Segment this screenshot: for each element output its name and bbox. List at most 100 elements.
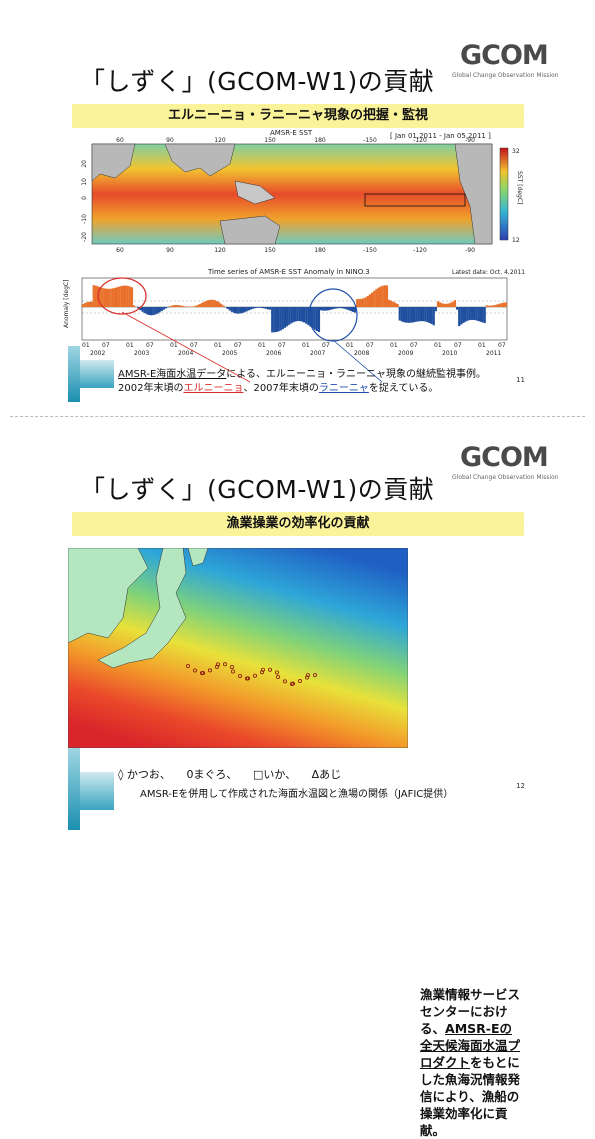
- anomaly-bar: [366, 295, 369, 307]
- land-africa: [91, 143, 136, 182]
- anomaly-bar: [430, 307, 433, 325]
- year-tick: 2009: [398, 350, 413, 357]
- anomaly-bar: [456, 307, 459, 310]
- anomaly-bar: [330, 307, 333, 310]
- gcom-logo: GCOM Global Change Observation Mission: [440, 40, 559, 80]
- anomaly-bar: [381, 285, 384, 307]
- anomaly-bar: [124, 285, 127, 307]
- el-nino-highlight: [97, 277, 147, 315]
- land-hokkaido: [187, 548, 209, 567]
- anomaly-bar: [358, 299, 361, 307]
- anomaly-bar: [111, 288, 114, 307]
- fishery-description: 漁業情報サービスセンターにおける、AMSR-Eの全天候海面水温プロダクトをもとに…: [420, 986, 520, 1139]
- month-tick: 07: [102, 342, 110, 349]
- logo-text: GCOM: [460, 40, 549, 71]
- anomaly-bar: [360, 298, 363, 307]
- accent-bar: [68, 346, 80, 402]
- caption-line-2: 2002年末頃のエルニーニョ、2007年末頃のラニーニャを捉えている。: [118, 382, 486, 396]
- anomaly-bar: [262, 307, 265, 309]
- year-tick: 2011: [486, 350, 501, 357]
- month-tick: 07: [190, 342, 198, 349]
- anomaly-bar: [351, 307, 355, 312]
- fishing-ground-marker: [245, 676, 250, 681]
- anomaly-bar: [453, 300, 457, 307]
- colorbar: [499, 147, 509, 241]
- lon-tick-top: 180: [314, 137, 326, 144]
- legend-tuna: 0まぐろ、: [186, 768, 238, 781]
- fishing-ground-marker: [274, 670, 279, 675]
- colorbar-label: SST [degC]: [516, 171, 523, 204]
- anomaly-bar: [128, 286, 131, 307]
- anomaly-bar: [241, 307, 244, 314]
- anomaly-bar: [277, 307, 280, 332]
- lat-tick: 0: [81, 196, 88, 200]
- fishing-ground-marker: [215, 662, 220, 667]
- anomaly-bar: [485, 305, 488, 307]
- anomaly-bar: [349, 307, 352, 312]
- anomaly-bar: [439, 302, 442, 307]
- anomaly-bar: [383, 285, 386, 307]
- month-tick: 01: [82, 342, 90, 349]
- lon-tick-bottom: 60: [116, 247, 124, 254]
- anomaly-bar: [441, 303, 444, 307]
- fishing-ground-marker: [290, 681, 295, 686]
- caption-line-2-c: を捉えている。: [368, 383, 439, 394]
- anomaly-bar: [402, 307, 406, 323]
- anomaly-bar: [162, 307, 165, 310]
- anomaly-bar: [341, 307, 344, 309]
- anomaly-bar: [205, 300, 208, 307]
- anomaly-bar: [86, 302, 89, 307]
- anomaly-bar: [232, 307, 236, 313]
- anomaly-bar: [107, 288, 110, 307]
- anomaly-bar: [371, 292, 374, 307]
- anomaly-bar: [143, 307, 146, 314]
- sst-map: AMSR-E SST [ Jan 01,2011 - Jan 05,2011 ]…: [81, 129, 523, 254]
- anomaly-bar: [90, 301, 93, 307]
- la-nina-callout: [332, 339, 383, 383]
- fishing-ground-marker: [312, 673, 317, 678]
- anomaly-bar: [152, 307, 155, 316]
- anomaly-bar: [328, 307, 331, 311]
- anomaly-bar: [390, 300, 393, 307]
- fishing-ground-marker: [297, 679, 302, 684]
- anomaly-bar: [322, 307, 325, 311]
- anomaly-bar: [434, 307, 437, 312]
- anomaly-bar: [413, 307, 416, 323]
- anomaly-bar: [230, 307, 233, 312]
- anomaly-bar: [103, 288, 106, 307]
- anomaly-bar: [239, 307, 242, 314]
- lon-tick-top: 150: [264, 137, 276, 144]
- anomaly-bar: [158, 307, 161, 313]
- anomaly-bar: [496, 304, 499, 307]
- anomaly-bar: [135, 306, 138, 307]
- anomaly-bar: [337, 307, 340, 309]
- anomaly-bar: [177, 305, 180, 307]
- anomaly-bar: [194, 305, 197, 307]
- month-tick: 07: [498, 342, 506, 349]
- anomaly-bar: [424, 307, 427, 322]
- year-tick: 2008: [354, 350, 369, 357]
- anomaly-bar: [345, 307, 348, 310]
- fishing-ground-marker: [222, 662, 227, 667]
- anomaly-bar: [377, 287, 380, 307]
- anomaly-bar: [113, 287, 117, 307]
- nino3-box: [364, 193, 466, 207]
- month-tick: 07: [322, 342, 330, 349]
- anomaly-bar: [326, 307, 329, 311]
- anomaly-bar: [122, 285, 125, 307]
- fishing-ground-marker: [229, 665, 234, 670]
- month-tick: 01: [126, 342, 134, 349]
- anomaly-bar: [407, 307, 410, 323]
- anomaly-bar: [196, 304, 199, 307]
- anomaly-bar: [258, 307, 261, 308]
- month-tick: 07: [454, 342, 462, 349]
- anomaly-bar: [226, 307, 229, 309]
- anomaly-bar: [171, 305, 174, 307]
- la-nina-label: ラニーニャ: [318, 383, 369, 394]
- anomaly-bar: [82, 304, 85, 307]
- anomaly-bar: [218, 302, 221, 307]
- anomaly-bar: [409, 307, 412, 323]
- section-banner: 漁業操業の効率化の貢献: [72, 512, 524, 536]
- el-nino-callout: [121, 311, 251, 383]
- anomaly-bar: [324, 307, 327, 311]
